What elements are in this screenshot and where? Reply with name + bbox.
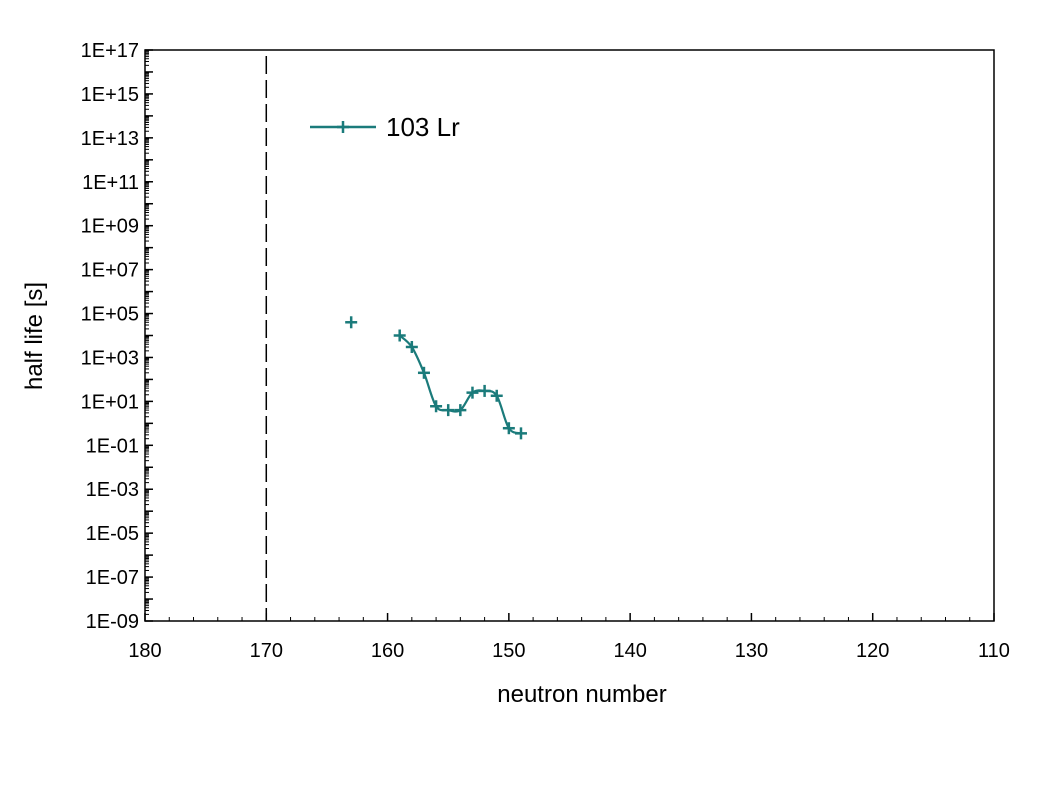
legend-series-label: 103 Lr — [386, 112, 460, 142]
y-tick-label: 1E+11 — [82, 172, 139, 194]
series-layer — [345, 316, 527, 440]
x-axis-tick-labels: 180 170 160 150 140 130 120 110 — [128, 640, 1010, 662]
x-tick-label: 150 — [492, 640, 525, 662]
data-point — [405, 340, 418, 353]
y-tick-label: 1E+07 — [81, 260, 139, 282]
y-tick-label: 1E+17 — [81, 40, 139, 62]
y-tick-label: 1E-07 — [86, 567, 139, 589]
data-point — [430, 400, 443, 413]
x-tick-label: 110 — [978, 640, 1010, 662]
data-point — [514, 427, 527, 440]
y-tick-label: 1E+03 — [81, 347, 139, 369]
data-point — [393, 329, 406, 342]
data-point — [478, 384, 491, 397]
x-tick-label: 140 — [613, 640, 646, 662]
y-axis-ticks — [145, 49, 153, 622]
y-tick-label: 1E+09 — [81, 216, 139, 238]
data-point — [466, 386, 479, 399]
x-tick-label: 170 — [250, 640, 283, 662]
y-tick-label: 1E+01 — [81, 391, 139, 413]
data-point — [442, 404, 455, 417]
y-tick-label: 1E+15 — [81, 84, 139, 106]
y-axis-title: half life [s] — [21, 282, 48, 390]
x-tick-label: 130 — [735, 640, 768, 662]
y-tick-label: 1E-03 — [86, 479, 139, 501]
x-axis-title: neutron number — [497, 681, 666, 708]
legend-marker — [337, 121, 349, 133]
data-point — [454, 404, 467, 417]
data-point — [345, 316, 358, 329]
data-point — [490, 389, 503, 402]
y-tick-label: 1E-09 — [86, 611, 139, 633]
x-tick-label: 160 — [371, 640, 404, 662]
y-tick-label: 1E+05 — [81, 304, 139, 326]
y-tick-label: 1E-01 — [86, 435, 139, 457]
y-tick-label: 1E-05 — [86, 523, 139, 545]
data-point — [417, 366, 430, 379]
series-line — [398, 334, 522, 435]
y-tick-label: 1E+13 — [81, 128, 139, 150]
x-tick-label: 180 — [128, 640, 161, 662]
data-point — [502, 422, 515, 435]
x-tick-label: 120 — [856, 640, 889, 662]
y-axis-tick-labels: 1E-09 1E-07 1E-05 1E-03 1E-01 1E+01 1E+03 1E+05… — [81, 40, 139, 633]
x-axis-ticks — [144, 613, 995, 621]
legend: 103 Lr — [310, 112, 460, 142]
plot-frame — [144, 49, 995, 622]
